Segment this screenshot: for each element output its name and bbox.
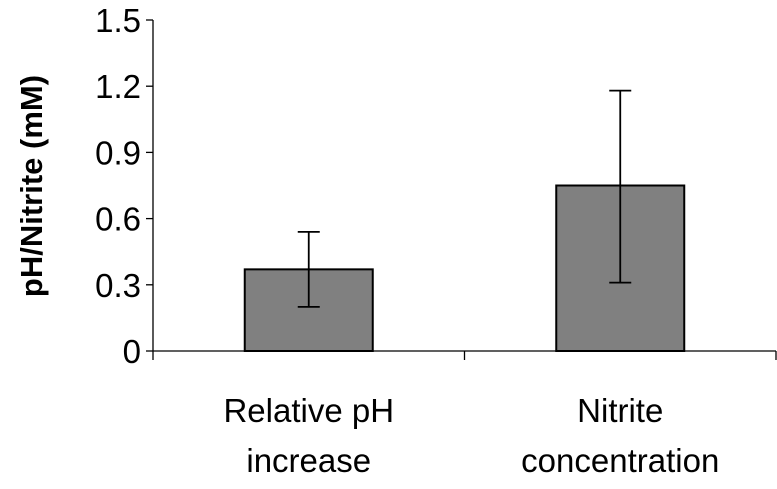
y-tick-label: 1.5: [95, 2, 141, 39]
x-category-label: Nitrite: [577, 392, 663, 429]
x-category-label: concentration: [521, 442, 719, 479]
y-tick-label: 0.6: [95, 201, 141, 238]
y-tick-label: 0.3: [95, 267, 141, 304]
y-tick-label: 0: [123, 333, 141, 370]
x-category-label: Relative pH: [223, 392, 394, 429]
x-category-label: increase: [246, 442, 371, 479]
y-axis-label: pH/Nitrite (mM): [14, 75, 49, 297]
y-tick-label: 1.2: [95, 68, 141, 105]
y-tick-label: 0.9: [95, 134, 141, 171]
